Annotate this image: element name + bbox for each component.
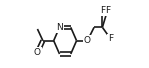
Text: F: F xyxy=(100,6,105,15)
Text: F: F xyxy=(108,34,113,44)
Text: F: F xyxy=(105,6,110,15)
Text: O: O xyxy=(84,36,91,45)
Text: O: O xyxy=(34,48,41,57)
Text: N: N xyxy=(56,23,63,32)
